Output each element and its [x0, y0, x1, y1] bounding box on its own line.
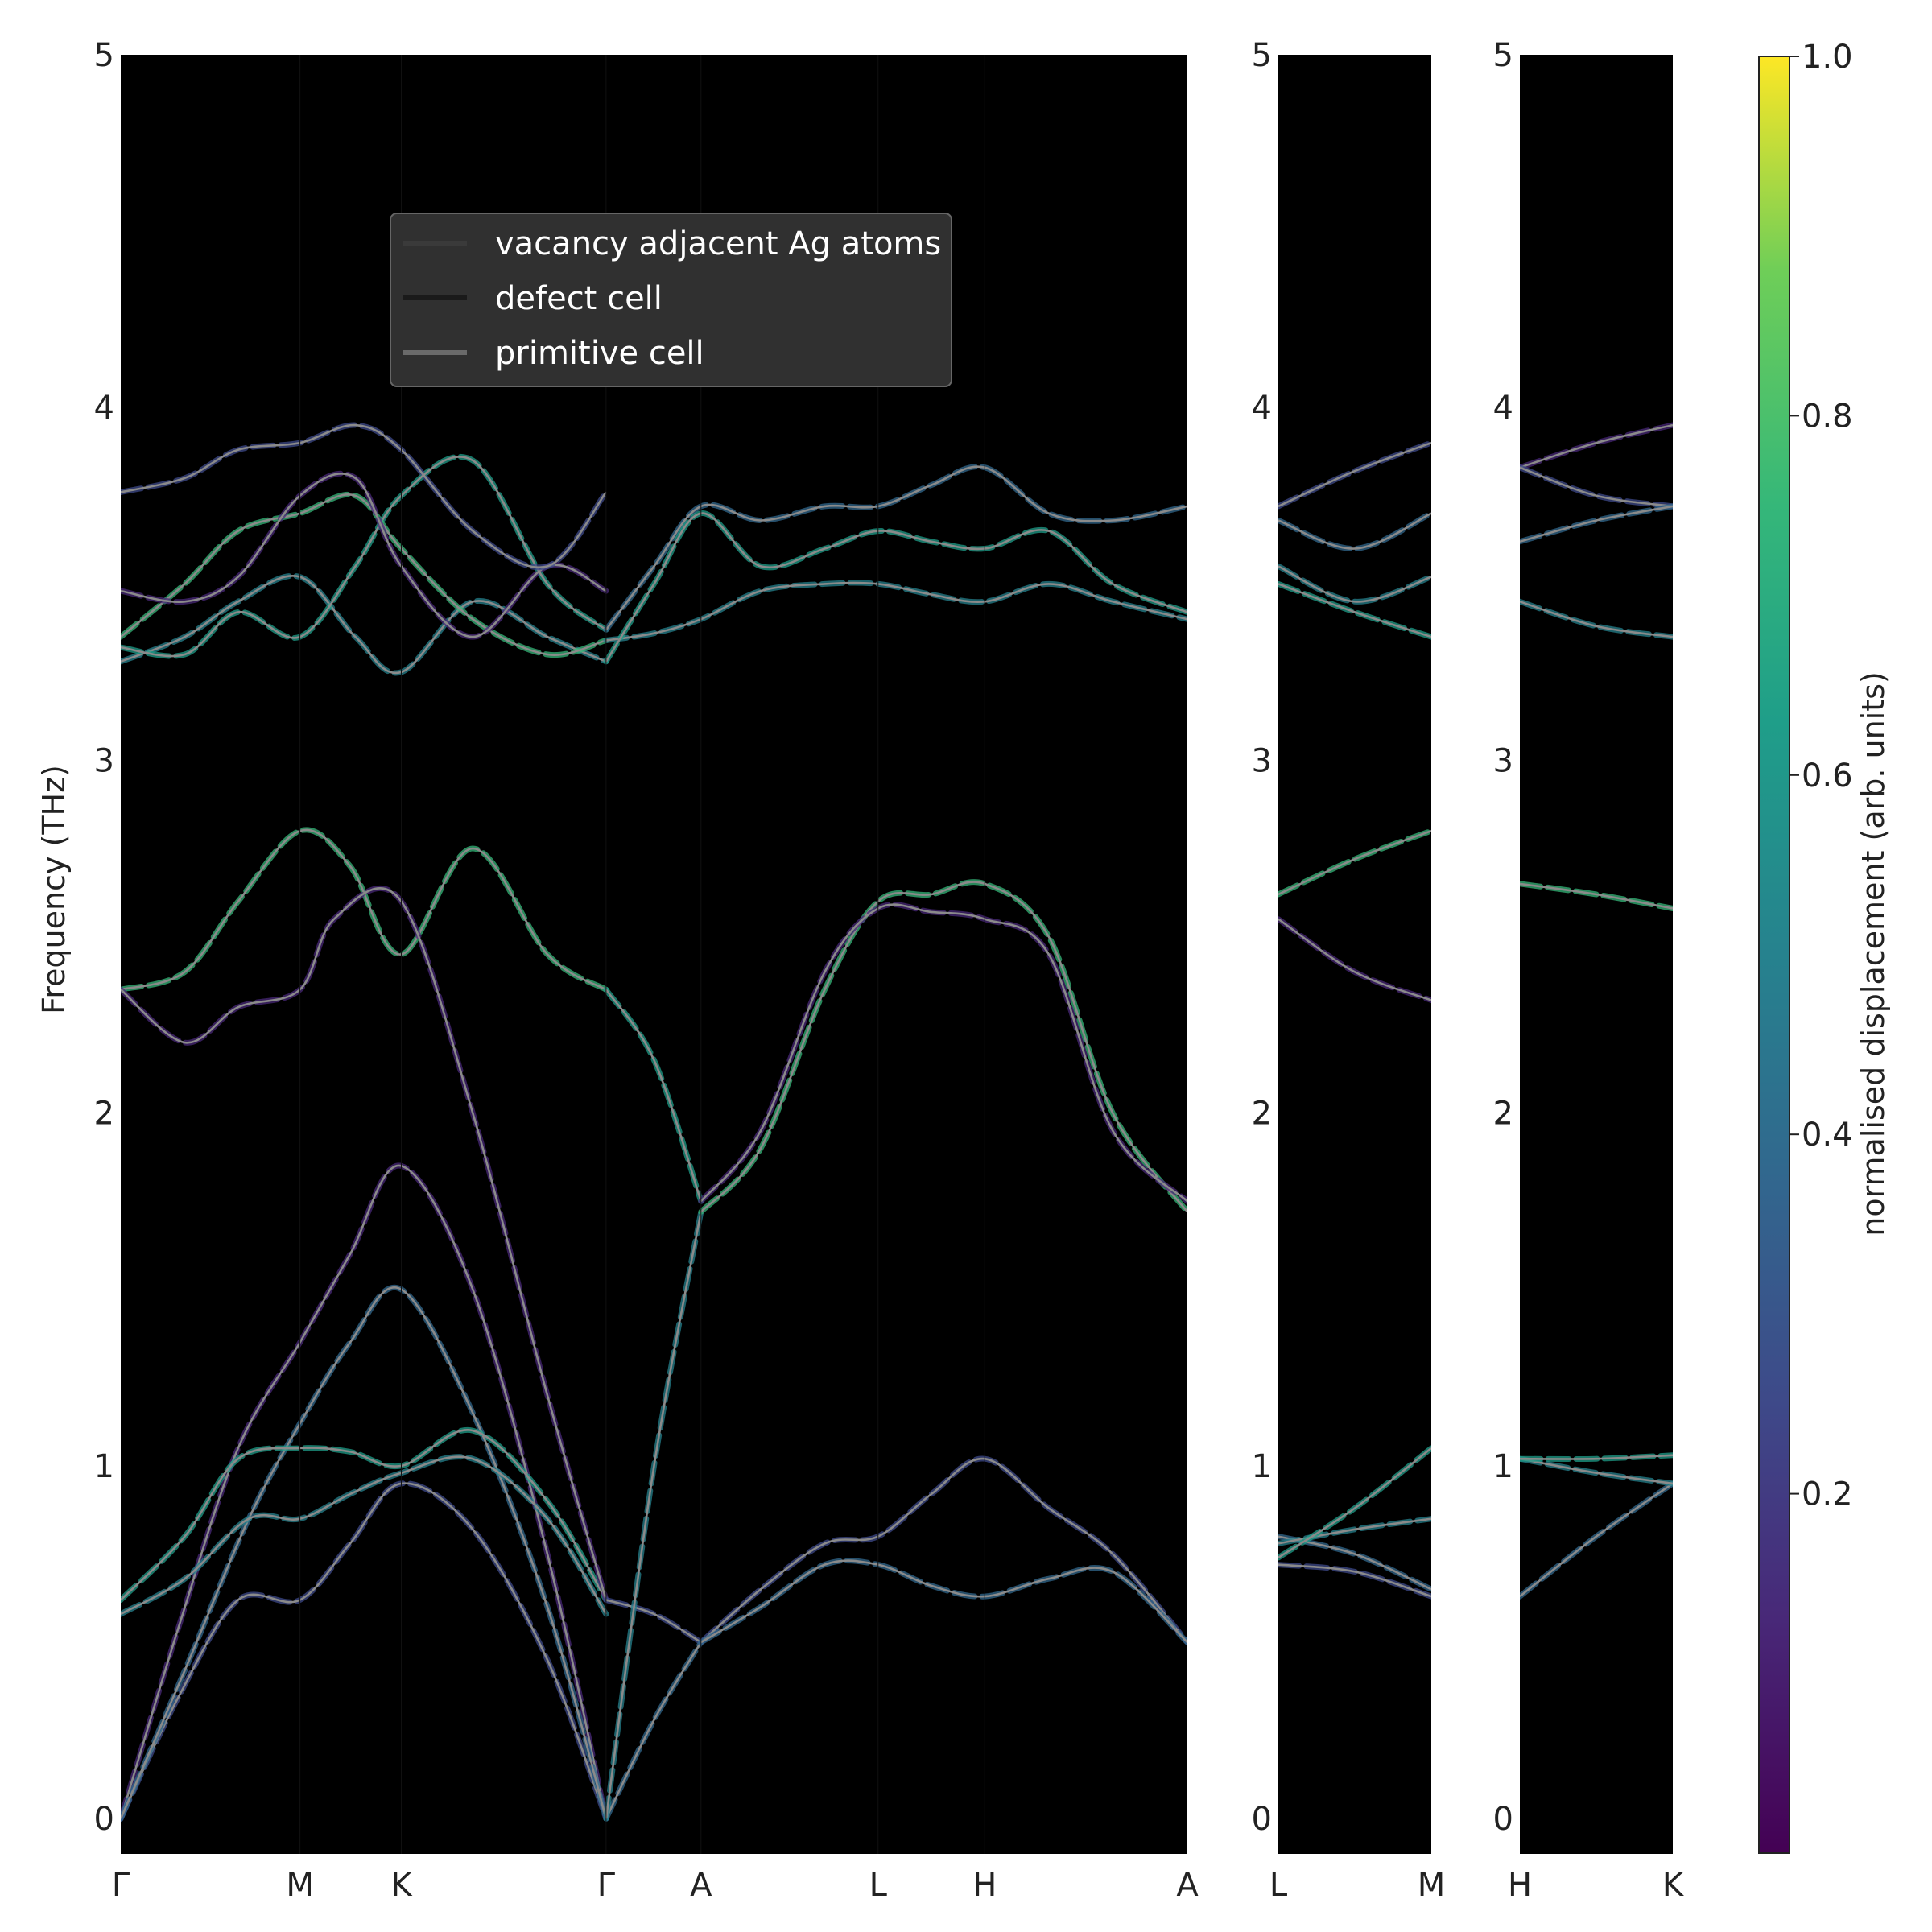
colorbar-tick-label-4: 1.0: [1802, 39, 1853, 76]
y-tick-label-panel3-4: 4: [1493, 390, 1513, 427]
panel-lm-background: [1278, 55, 1431, 1854]
legend: vacancy adjacent Ag atoms defect cell pr…: [390, 213, 952, 387]
x-tick-label-panel1-7: A: [1176, 1867, 1199, 1904]
y-tick-label-panel3-1: 1: [1493, 1448, 1513, 1485]
colorbar: 0.2 0.4 0.6 0.8 1.0 normalised displacement …: [1758, 39, 1891, 1854]
y-tick-label-panel1-4: 4: [94, 390, 114, 427]
x-tick-label-panel1-3: Γ: [597, 1867, 616, 1904]
x-tick-label-panel1-0: Γ: [112, 1867, 130, 1904]
primitive-band-panel2-3: [1278, 1447, 1431, 1558]
primitive-band-panel1-4: [121, 1429, 608, 1601]
x-tick-label-panel3-1: K: [1662, 1867, 1685, 1904]
colorbar-tick-label-3: 0.8: [1802, 398, 1853, 435]
primitive-band-panel3-4: [1520, 423, 1673, 469]
primitive-band-panel1-10: [605, 989, 703, 1202]
y-tick-labels: 0 1 2 3 4 5 0 1 2 3 4 5 0 1 2 3 4 5: [94, 37, 1513, 1838]
y-tick-label-panel3-5: 5: [1493, 37, 1513, 74]
x-tick-label-panel3-0: H: [1508, 1867, 1532, 1904]
y-axis-title: Frequency (THz): [36, 765, 72, 1014]
primitive-band-panel1-22: [605, 512, 1187, 663]
y-tick-label-panel2-5: 5: [1252, 37, 1272, 74]
x-tick-label-panel1-2: K: [390, 1867, 413, 1904]
primitive-band-panel3-5: [1520, 466, 1673, 508]
primitive-band-panel1-19: [121, 423, 607, 569]
primitive-band-panel2-7: [1278, 512, 1431, 550]
colorbar-gradient: [1758, 56, 1790, 1854]
primitive-band-panel3-7: [1520, 601, 1673, 638]
y-tick-label-panel2-1: 1: [1252, 1448, 1272, 1485]
legend-label-vacancy: vacancy adjacent Ag atoms: [495, 225, 941, 262]
primitive-band-panel3-3: [1520, 882, 1673, 910]
y-tick-label-panel1-0: 0: [94, 1801, 114, 1838]
legend-label-primitive: primitive cell: [495, 335, 704, 372]
primitive-band-panel1-5: [121, 828, 607, 991]
primitive-band-panel2-4: [1278, 829, 1431, 896]
primitive-band-panel1-1: [121, 1482, 608, 1819]
panel-main-bands: [121, 55, 1187, 1854]
primitive-band-panel1-0: [121, 1164, 608, 1819]
x-tick-label-panel1-4: A: [690, 1867, 712, 1904]
y-tick-label-panel2-2: 2: [1252, 1096, 1272, 1133]
primitive-band-panel3-2: [1520, 1454, 1673, 1460]
y-tick-label-panel1-3: 3: [94, 742, 114, 779]
primitive-band-panel2-2: [1278, 1517, 1431, 1545]
primitive-band-panel3-0: [1520, 1482, 1673, 1598]
x-tick-label-panel1-5: L: [869, 1867, 888, 1904]
panel-lm-bands: [1278, 440, 1431, 1600]
primitive-band-panel1-11: [700, 881, 1187, 1213]
primitive-band-panel2-0: [1278, 1563, 1431, 1598]
primitive-band-panel1-13: [700, 1457, 1187, 1644]
y-tick-label-panel2-0: 0: [1252, 1801, 1272, 1838]
primitive-band-panel1-12: [700, 903, 1187, 1203]
y-tick-label-panel1-2: 2: [94, 1096, 114, 1133]
colorbar-ticks: 0.2 0.4 0.6 0.8 1.0: [1790, 39, 1853, 1513]
x-tick-label-panel2-0: L: [1269, 1867, 1288, 1904]
primitive-band-panel1-16: [121, 456, 607, 658]
primitive-band-panel1-21: [605, 581, 1187, 642]
legend-label-defect: defect cell: [495, 280, 663, 317]
panel-hk-bands: [1520, 422, 1673, 1600]
y-tick-label-panel2-4: 4: [1252, 390, 1272, 427]
colorbar-tick-label-1: 0.4: [1802, 1117, 1853, 1154]
x-tick-label-panel1-6: H: [972, 1867, 997, 1904]
primitive-band-panel1-3: [121, 1455, 608, 1616]
primitive-band-panel1-2: [121, 1286, 608, 1819]
primitive-band-panel1-7: [605, 1599, 702, 1644]
primitive-band-panel1-6: [121, 887, 608, 1600]
primitive-band-panel1-18: [121, 473, 607, 638]
primitive-band-panel1-9: [605, 1212, 703, 1819]
y-tick-label-panel3-3: 3: [1493, 742, 1513, 779]
primitive-band-panel1-8: [605, 1641, 702, 1819]
y-tick-label-panel1-1: 1: [94, 1448, 114, 1485]
primitive-band-panel1-17: [121, 493, 607, 656]
primitive-band-panel2-9: [1278, 583, 1431, 638]
colorbar-title: normalised displacement (arb. units): [1856, 671, 1891, 1236]
primitive-band-panel2-8: [1278, 565, 1431, 603]
primitive-band-panel2-5: [1278, 918, 1431, 1001]
primitive-band-panel3-1: [1520, 1457, 1673, 1485]
primitive-band-panel1-15: [121, 575, 607, 675]
y-tick-label-panel2-3: 3: [1252, 742, 1272, 779]
x-tick-label-panel1-1: M: [286, 1867, 314, 1904]
y-tick-label-panel3-2: 2: [1493, 1096, 1513, 1133]
primitive-band-panel1-14: [700, 1559, 1187, 1644]
colorbar-tick-label-0: 0.2: [1802, 1476, 1853, 1513]
panel-hk-background: [1520, 55, 1673, 1854]
x-tick-label-panel2-1: M: [1418, 1867, 1446, 1904]
colorbar-tick-label-2: 0.6: [1802, 758, 1853, 795]
primitive-band-panel3-6: [1520, 505, 1673, 543]
primitive-band-panel2-6: [1278, 441, 1431, 508]
y-tick-label-panel3-0: 0: [1493, 1801, 1513, 1838]
y-tick-label-panel1-5: 5: [94, 37, 114, 74]
legend-box: [390, 213, 952, 387]
